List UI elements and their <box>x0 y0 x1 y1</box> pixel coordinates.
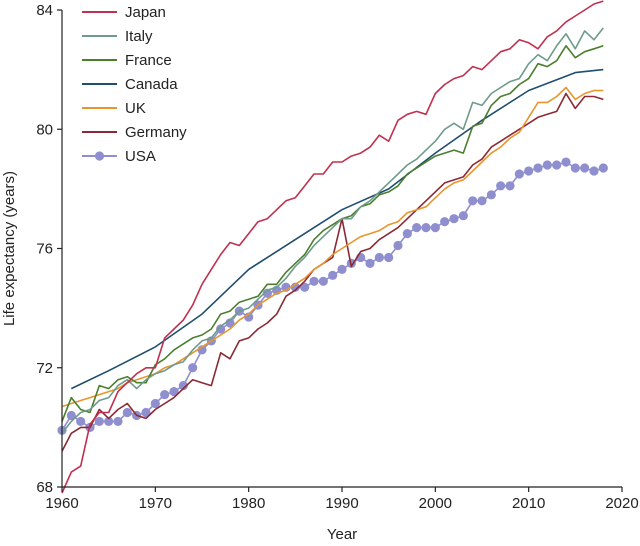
data-point-usa <box>104 416 114 427</box>
series-uk <box>61 86 604 408</box>
y-tick-label: 72 <box>36 360 53 377</box>
data-point-usa <box>365 258 375 269</box>
legend-item-usa: USA <box>82 148 156 165</box>
data-point-usa <box>262 288 272 298</box>
x-ticks: 1960 1970 1980 1990 2000 2010 2020 <box>45 487 639 512</box>
series-line-usa <box>61 161 604 431</box>
data-point-usa <box>141 407 151 418</box>
data-point-usa <box>412 223 422 233</box>
data-point-usa <box>449 214 459 224</box>
x-tick-label: 1960 <box>45 495 78 512</box>
legend: Japan Italy France Canada UK Germany USA <box>82 4 187 165</box>
series-line-canada <box>70 68 604 390</box>
x-tick-label: 1970 <box>139 495 172 512</box>
legend-marker <box>94 151 105 161</box>
y-tick-label: 84 <box>36 2 53 19</box>
series-line-italy <box>61 27 604 434</box>
x-tick-label: 1990 <box>325 495 358 512</box>
data-point-usa <box>421 223 431 233</box>
data-point-usa <box>486 190 496 200</box>
data-point-usa <box>430 223 440 233</box>
data-point-usa <box>542 160 552 170</box>
legend-label: Canada <box>125 76 178 93</box>
plot-area: 1960 1970 1980 1990 2000 2010 2020 68 72 76 80 84 <box>36 0 639 512</box>
data-point-usa <box>402 228 412 239</box>
series-canada <box>70 68 604 390</box>
data-point-usa <box>169 387 179 397</box>
data-point-usa <box>337 264 347 274</box>
data-point-usa <box>580 163 590 173</box>
series-layer <box>57 0 608 494</box>
legend-item-uk: UK <box>82 100 146 117</box>
data-point-usa <box>113 416 123 427</box>
data-point-usa <box>76 416 86 427</box>
series-line-france <box>61 44 604 422</box>
series-usa <box>57 157 608 435</box>
legend-item-italy: Italy <box>82 28 153 45</box>
data-point-usa <box>66 410 76 421</box>
y-tick-label: 76 <box>36 241 53 258</box>
legend-label: Germany <box>125 124 187 141</box>
data-point-usa <box>598 163 608 173</box>
x-axis-title: Year <box>327 526 357 543</box>
data-point-usa <box>505 181 515 191</box>
y-tick-label: 80 <box>36 121 53 138</box>
data-point-usa <box>300 282 310 292</box>
data-point-usa <box>589 166 599 176</box>
data-point-usa <box>150 398 160 409</box>
x-tick-label: 2000 <box>419 495 452 512</box>
data-point-usa <box>458 211 468 221</box>
series-germany <box>61 92 604 452</box>
data-point-usa <box>318 276 328 286</box>
legend-item-canada: Canada <box>82 76 178 93</box>
data-point-usa <box>477 196 487 206</box>
series-line-germany <box>61 92 604 452</box>
legend-label: Italy <box>125 28 153 45</box>
data-point-usa <box>384 252 394 263</box>
data-point-usa <box>468 196 478 206</box>
series-italy <box>61 27 604 434</box>
data-point-usa <box>570 163 580 173</box>
data-point-usa <box>561 157 571 167</box>
data-point-usa <box>160 389 170 400</box>
data-point-usa <box>216 324 226 334</box>
y-ticks: 68 72 76 80 84 <box>36 2 62 496</box>
series-france <box>61 44 604 422</box>
data-point-usa <box>440 217 450 227</box>
data-point-usa <box>524 166 534 176</box>
series-line-japan <box>61 0 604 494</box>
data-point-usa <box>552 160 562 170</box>
series-line-uk <box>61 86 604 408</box>
legend-label: USA <box>125 148 156 165</box>
data-point-usa <box>496 181 506 191</box>
data-point-usa <box>122 407 132 418</box>
legend-item-japan: Japan <box>82 4 166 21</box>
x-tick-label: 2020 <box>605 495 638 512</box>
data-point-usa <box>374 252 384 263</box>
legend-item-france: France <box>82 52 172 69</box>
x-tick-label: 1980 <box>232 495 265 512</box>
data-point-usa <box>533 163 543 173</box>
data-point-usa <box>309 276 319 286</box>
data-point-usa <box>514 169 524 179</box>
data-point-usa <box>188 363 198 373</box>
y-axis-title: Life expectancy (years) <box>1 171 18 326</box>
legend-label: UK <box>125 100 146 117</box>
x-tick-label: 2010 <box>512 495 545 512</box>
data-point-usa <box>393 240 403 251</box>
series-japan <box>61 0 604 494</box>
data-point-usa <box>178 381 188 391</box>
legend-label: France <box>125 52 172 69</box>
data-point-usa <box>94 416 104 427</box>
legend-item-germany: Germany <box>82 124 187 141</box>
legend-label: Japan <box>125 4 166 21</box>
y-tick-label: 68 <box>36 479 53 496</box>
data-point-usa <box>328 270 338 280</box>
